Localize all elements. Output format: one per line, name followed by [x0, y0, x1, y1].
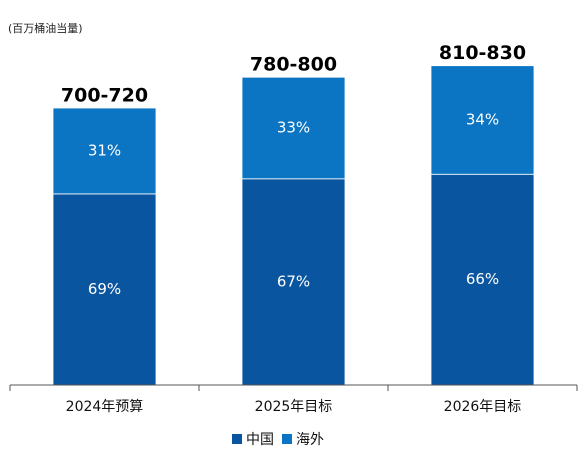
bar-segment: [430, 65, 535, 175]
legend-label: 海外: [296, 432, 324, 448]
value-label: 69%: [88, 280, 121, 298]
bar-segment: [52, 193, 157, 386]
value-label: 31%: [88, 141, 121, 159]
value-label: 33%: [277, 119, 310, 137]
unit-label: (百万桶油当量): [8, 21, 83, 35]
value-label: 66%: [466, 270, 499, 288]
x-tick-label: 2026年目标: [444, 399, 522, 415]
x-tick-label: 2024年预算: [66, 399, 144, 415]
legend-label: 中国: [246, 432, 274, 448]
legend-swatch: [232, 434, 242, 444]
total-label: 810-830: [439, 42, 526, 64]
bar-segment: [52, 107, 157, 195]
x-tick-label: 2025年目标: [255, 399, 333, 415]
total-label: 780-800: [250, 54, 337, 76]
value-label: 34%: [466, 110, 499, 128]
total-label: 700-720: [61, 85, 148, 107]
value-label: 67%: [277, 272, 310, 290]
bar-segment: [430, 173, 535, 386]
bar-segment: [241, 76, 346, 180]
legend-swatch: [282, 434, 292, 444]
